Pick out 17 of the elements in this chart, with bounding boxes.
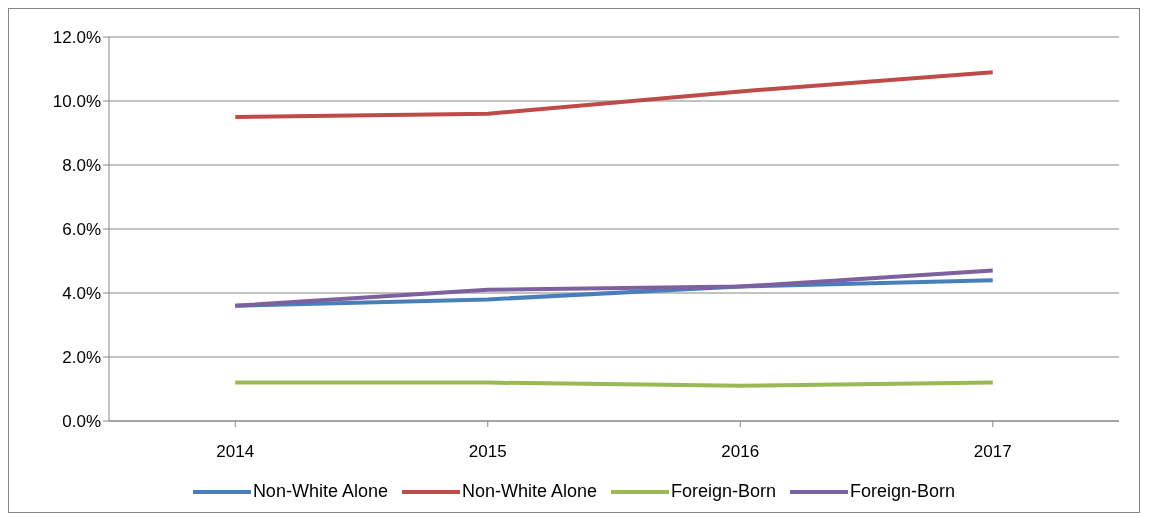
y-tick-label: 8.0% bbox=[62, 156, 101, 176]
x-tick-label: 2015 bbox=[468, 442, 507, 462]
legend-label: Non-White Alone bbox=[461, 481, 598, 502]
y-tick-label: 10.0% bbox=[52, 92, 101, 112]
legend-label: Non-White Alone bbox=[252, 481, 388, 502]
y-tick-label: 6.0% bbox=[62, 220, 101, 240]
y-tick-label: 0.0% bbox=[62, 412, 101, 432]
y-tick-label: 4.0% bbox=[62, 284, 101, 304]
x-tick-label: 2014 bbox=[216, 442, 255, 462]
y-tick-label: 12.0% bbox=[52, 28, 101, 48]
line-series bbox=[233, 70, 995, 119]
line-series bbox=[233, 268, 995, 308]
x-tick-label: 2016 bbox=[721, 442, 760, 462]
legend-label: Foreign-Born bbox=[671, 481, 777, 502]
legend-label: Foreign-Born bbox=[850, 481, 956, 502]
y-tick-label: 2.0% bbox=[62, 348, 101, 368]
x-tick-label: 2017 bbox=[973, 442, 1012, 462]
